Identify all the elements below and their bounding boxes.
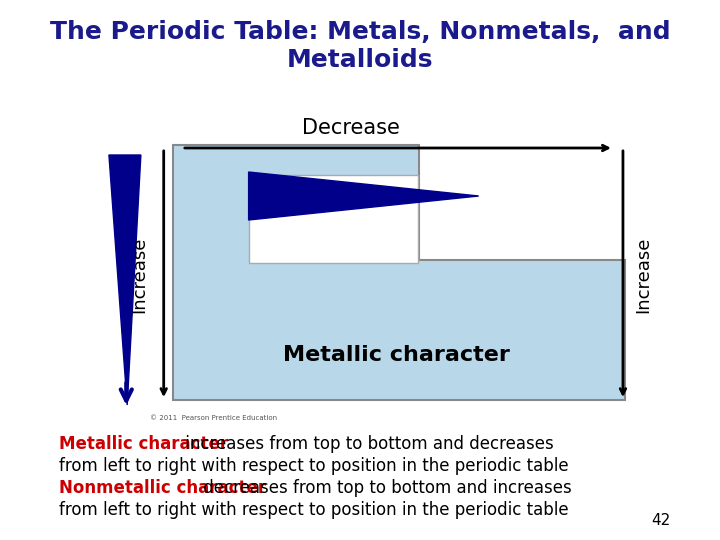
Text: from left to right with respect to position in the periodic table: from left to right with respect to posit… [59, 501, 568, 519]
Text: decreases from top to bottom and increases: decreases from top to bottom and increas… [199, 479, 572, 497]
Polygon shape [248, 172, 479, 220]
Text: Nonmetallic character: Nonmetallic character [59, 479, 266, 497]
PathPatch shape [173, 145, 625, 400]
Text: from left to right with respect to position in the periodic table: from left to right with respect to posit… [59, 457, 568, 475]
Polygon shape [109, 155, 141, 405]
Text: Metalloids: Metalloids [287, 48, 433, 72]
FancyBboxPatch shape [248, 175, 418, 263]
Text: Increase: Increase [130, 237, 148, 313]
Text: 42: 42 [651, 513, 670, 528]
Text: Decrease: Decrease [302, 118, 400, 138]
Text: Metallic character: Metallic character [59, 435, 228, 453]
Text: The Periodic Table: Metals, Nonmetals,  and: The Periodic Table: Metals, Nonmetals, a… [50, 20, 670, 44]
Text: © 2011  Pearson Prentice Education: © 2011 Pearson Prentice Education [150, 415, 277, 421]
Text: increases from top to bottom and decreases: increases from top to bottom and decreas… [180, 435, 554, 453]
Text: Increase: Increase [634, 237, 652, 313]
Text: Metallic character: Metallic character [283, 345, 510, 365]
